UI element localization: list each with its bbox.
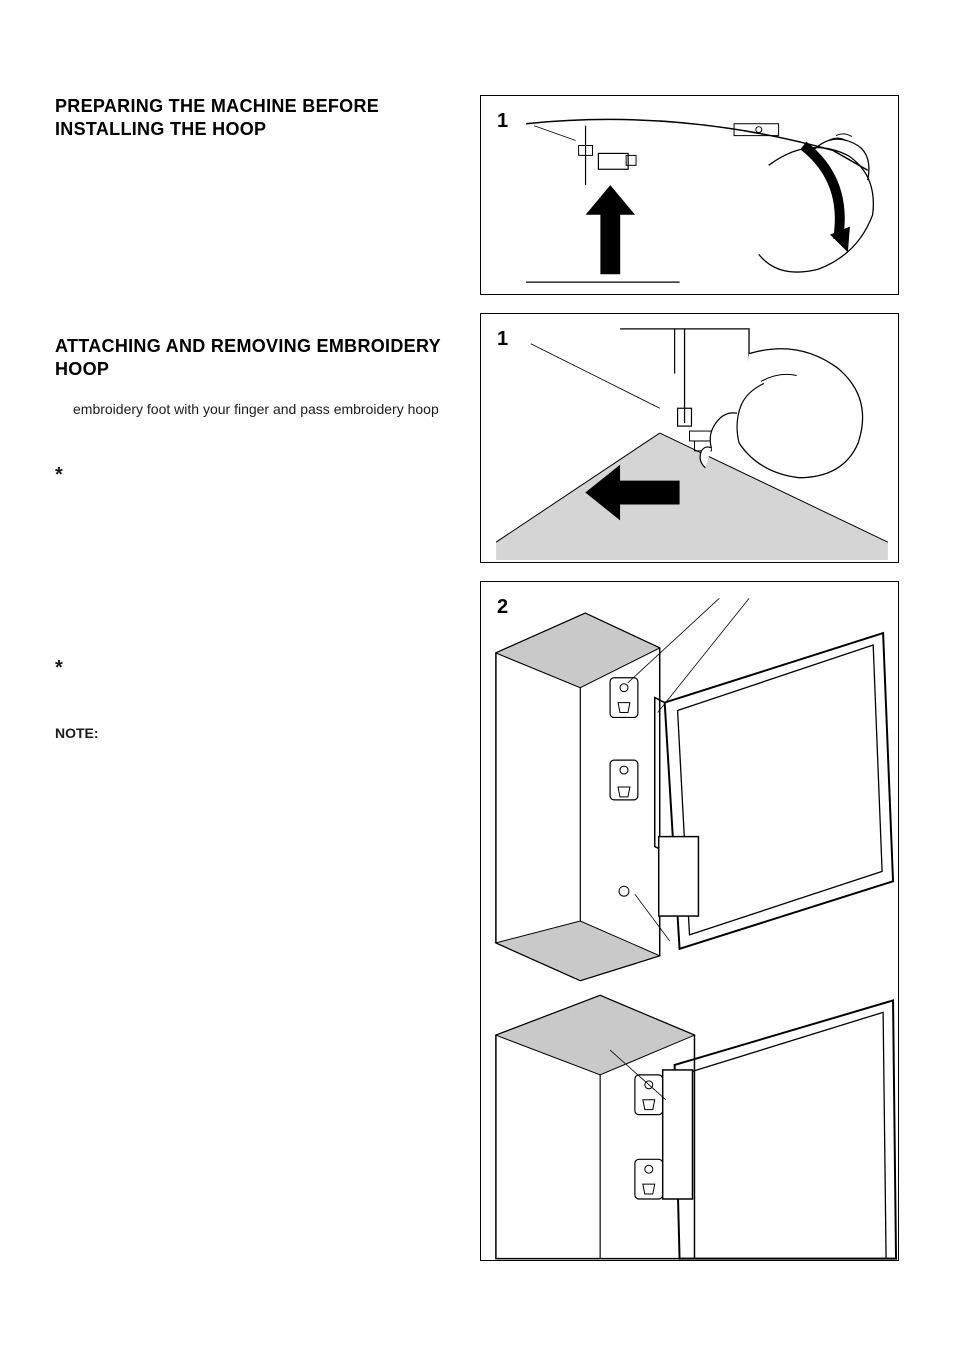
figure-1b-illustration bbox=[481, 314, 898, 562]
figure-1b-label: 1 bbox=[497, 328, 508, 351]
asterisk-1: * bbox=[55, 464, 455, 487]
left-column: PREPARING THE MACHINE BEFORE INSTALLING … bbox=[55, 95, 455, 1261]
heading-attaching: ATTACHING AND REMOVING EMBROIDERY HOOP bbox=[55, 335, 455, 380]
heading-preparing: PREPARING THE MACHINE BEFORE INSTALLING … bbox=[55, 95, 455, 140]
figure-2-illustration bbox=[481, 582, 898, 1260]
body-text: embroidery foot with your finger and pas… bbox=[73, 400, 455, 420]
figure-1b: 1 bbox=[480, 313, 899, 563]
figure-2-label: 2 bbox=[497, 596, 508, 619]
right-column: 1 bbox=[480, 95, 899, 1261]
note-label: NOTE: bbox=[55, 725, 455, 741]
figure-2: 2 bbox=[480, 581, 899, 1261]
page-container: PREPARING THE MACHINE BEFORE INSTALLING … bbox=[55, 95, 899, 1261]
asterisk-2: * bbox=[55, 657, 455, 680]
section-attaching: ATTACHING AND REMOVING EMBROIDERY HOOP e… bbox=[55, 335, 455, 741]
section-preparing: PREPARING THE MACHINE BEFORE INSTALLING … bbox=[55, 95, 455, 140]
figure-1a: 1 bbox=[480, 95, 899, 295]
figure-1a-label: 1 bbox=[497, 110, 508, 133]
figure-1a-illustration bbox=[481, 96, 898, 294]
